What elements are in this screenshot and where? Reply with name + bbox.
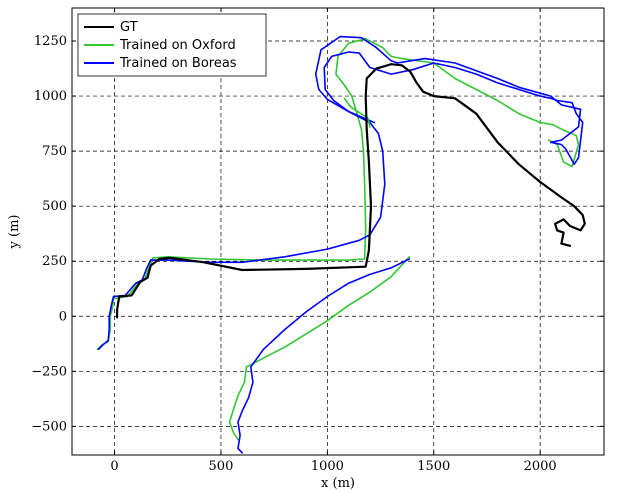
ticks: 0 500 1000 1500 2000 −500 −250 0 250 500 750 1000 12… (31, 8, 604, 474)
y-tick-label: 1250 (34, 34, 67, 49)
y-tick-label: 0 (59, 309, 67, 324)
y-tick-label: −250 (31, 364, 67, 379)
legend-label: Trained on Oxford (119, 38, 236, 53)
legend-label: GT (120, 20, 138, 35)
series-line-trained-on-oxford (228, 255, 411, 441)
x-tick-label: 1000 (311, 459, 344, 474)
plot-frame (71, 7, 605, 456)
x-tick-label: 500 (209, 459, 234, 474)
y-tick-label: 250 (42, 254, 67, 269)
series-line-gt (115, 63, 586, 319)
legend-label: Trained on Boreas (119, 56, 237, 71)
y-axis-label: y (m) (7, 215, 22, 250)
series-line-trained-on-boreas (237, 258, 411, 454)
x-axis-label: x (m) (321, 476, 355, 491)
y-tick-label: 750 (42, 144, 67, 159)
legend: GT Trained on Oxford Trained on Boreas (77, 13, 267, 77)
y-tick-label: −500 (31, 419, 67, 434)
y-tick-label: 1000 (34, 89, 67, 104)
y-tick-label: 500 (42, 199, 67, 214)
x-tick-label: 1500 (417, 459, 450, 474)
series-line-series (343, 97, 371, 128)
series-line-series (314, 35, 378, 124)
grid (72, 8, 604, 455)
x-tick-label: 2000 (524, 459, 557, 474)
plot-area (71, 7, 605, 456)
series-line-trained-on-oxford (96, 37, 580, 351)
x-tick-label: 0 (110, 459, 118, 474)
series-line-series (375, 46, 582, 144)
series-line-trained-on-boreas (97, 51, 584, 351)
series-layer (96, 35, 586, 454)
